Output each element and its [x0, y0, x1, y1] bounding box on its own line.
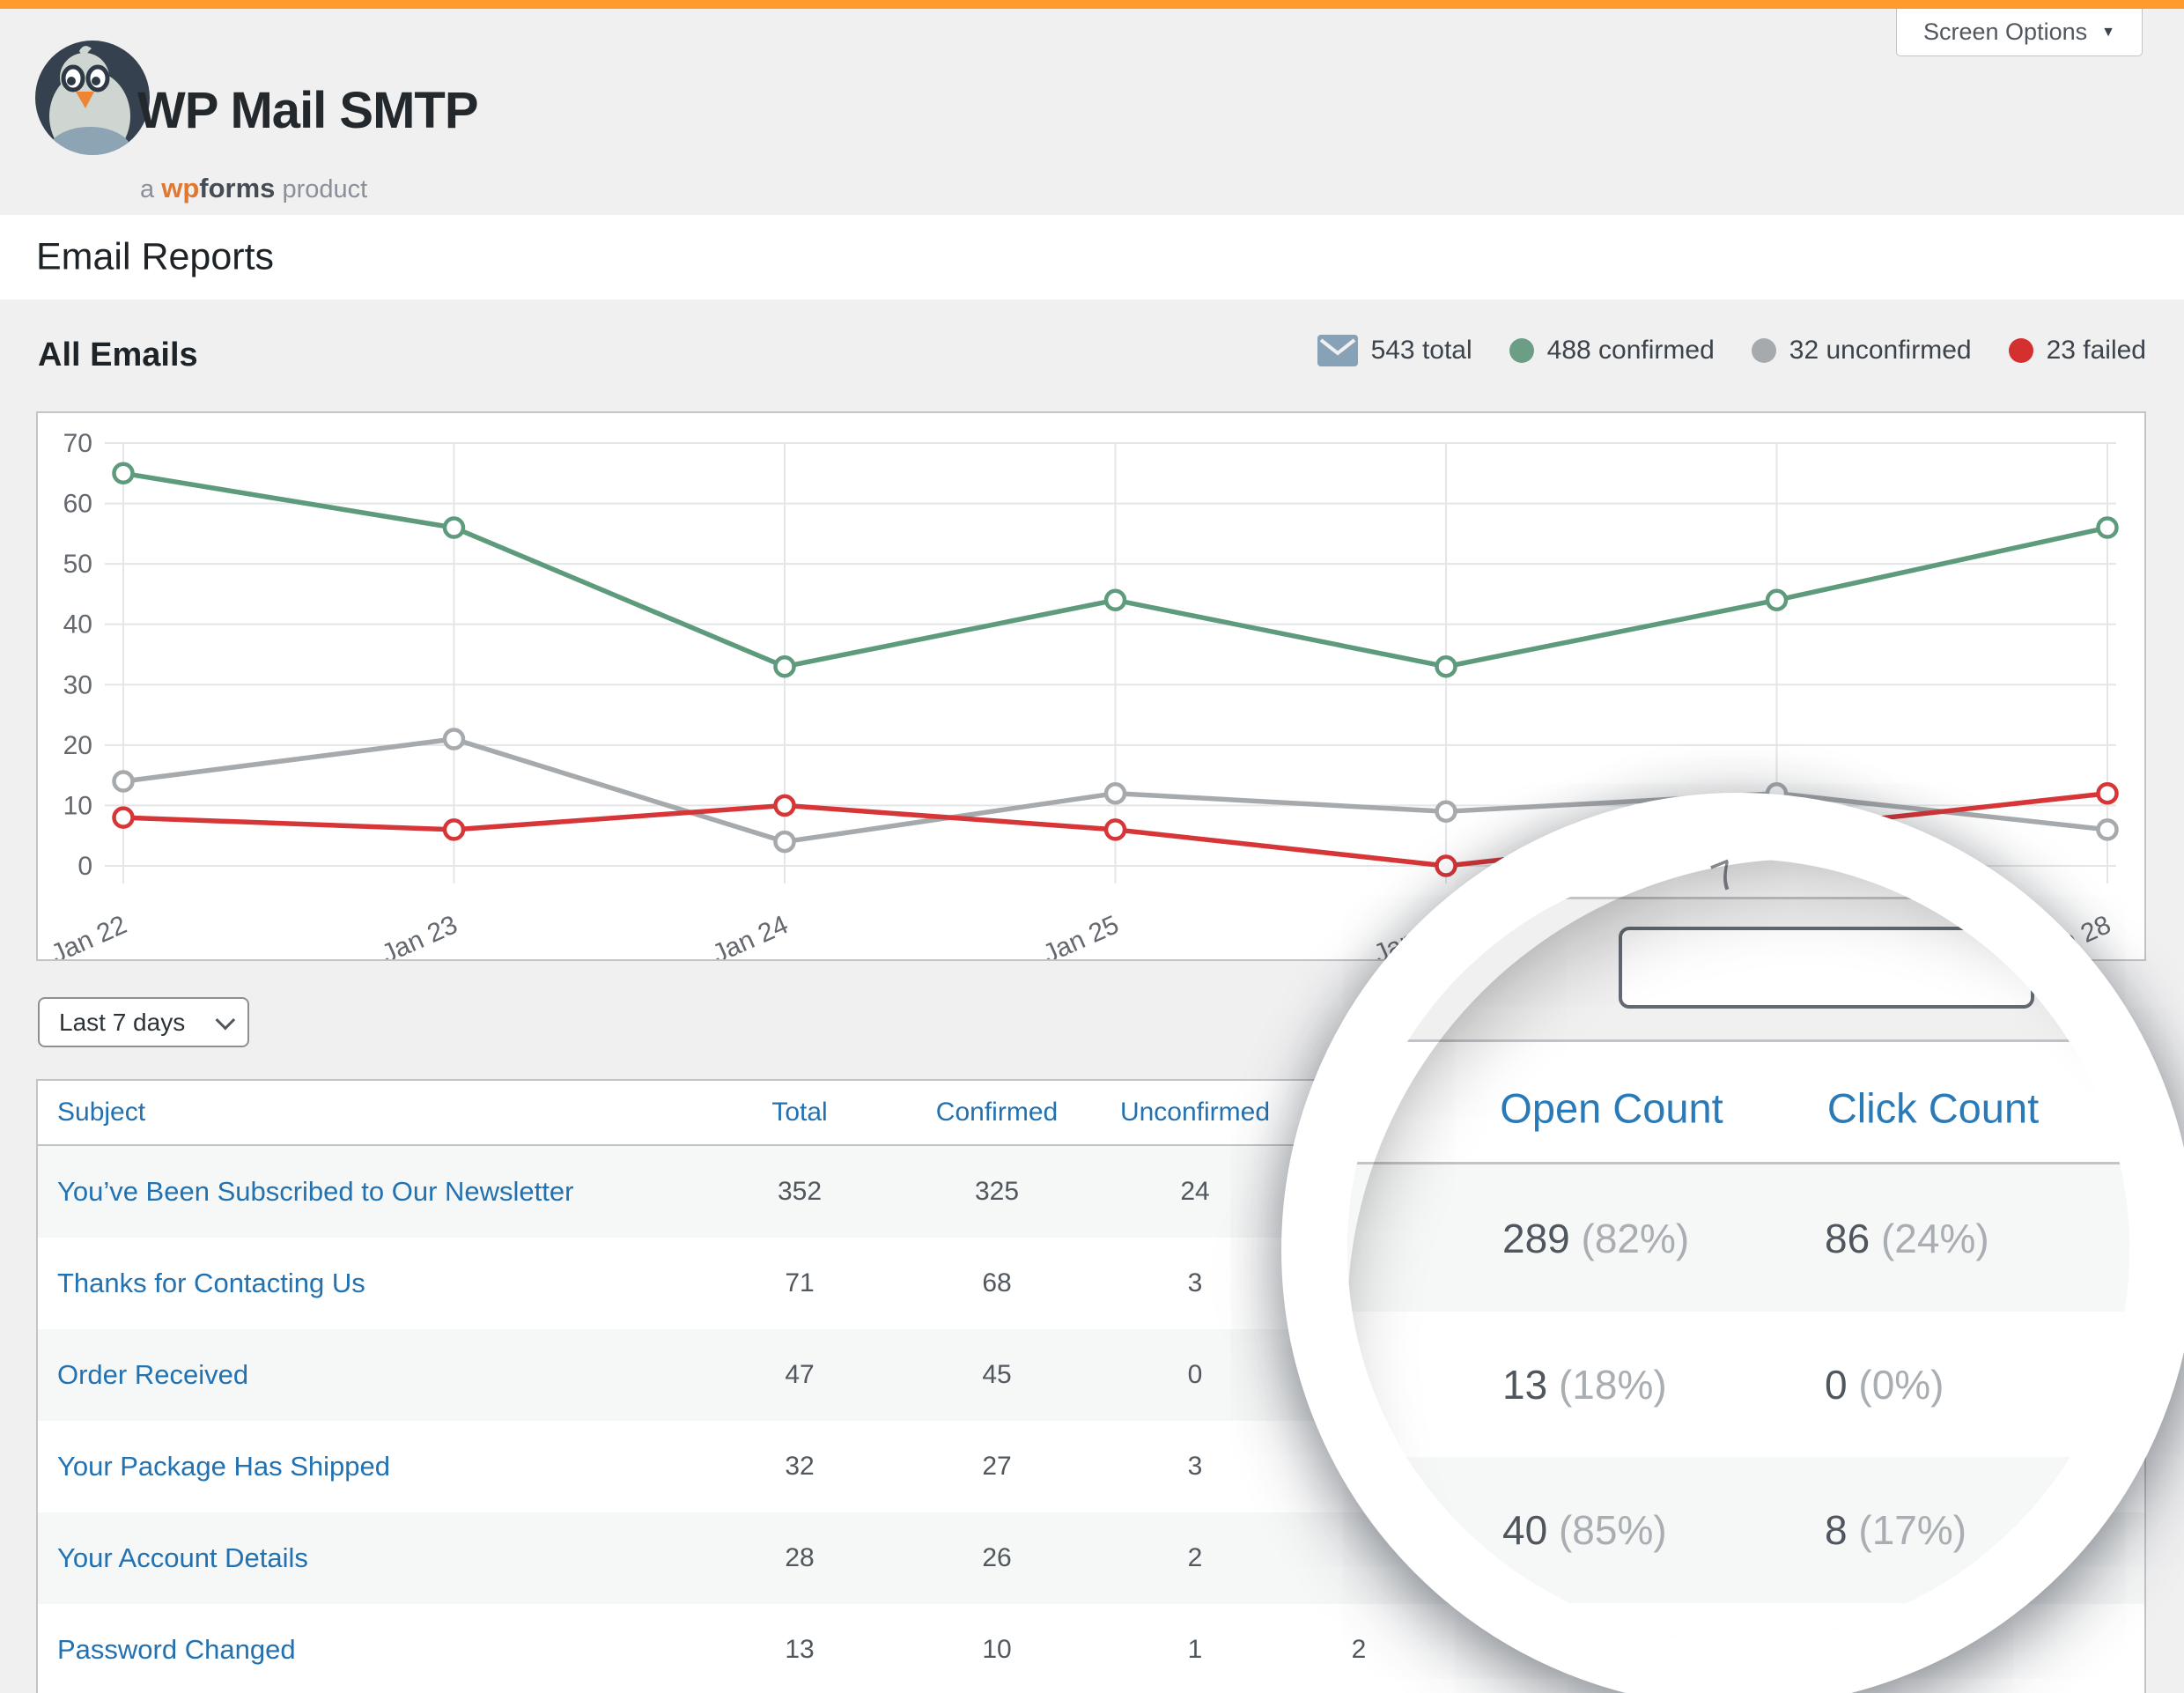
screen-options-button[interactable]: Screen Options ▼ — [1896, 9, 2143, 56]
magnifier-overlay: 7 Open Count Click Count 289 (82%) 86 (24… — [1281, 793, 2184, 1693]
svg-text:Jan 24: Jan 24 — [708, 910, 793, 959]
email-subject-link[interactable]: Order Received — [57, 1359, 249, 1390]
column-header-total[interactable]: Total — [771, 1098, 828, 1127]
total-value: 47 — [785, 1360, 815, 1389]
svg-text:10: 10 — [63, 791, 92, 820]
magnified-table-row: 289 (82%) 86 (24%) — [1347, 1164, 2129, 1312]
legend-unconfirmed-label: 32 unconfirmed — [1789, 336, 1972, 365]
confirmed-value: 10 — [982, 1635, 1012, 1664]
tagline-prefix: a — [140, 175, 155, 203]
svg-text:Jan 22: Jan 22 — [47, 910, 131, 959]
chart-legend: 543 total 488 confirmed 32 unconfirmed 2… — [1317, 335, 2146, 366]
svg-text:0: 0 — [77, 852, 92, 881]
magnified-table-body: 289 (82%) 86 (24%) 13 (18%) 0 (0%) 40 (85%) 8… — [1347, 1164, 2129, 1641]
click-count-value: 8 (17%) — [1825, 1507, 1967, 1553]
svg-text:70: 70 — [63, 429, 92, 458]
click-count-value: 0 (0%) — [1825, 1361, 1944, 1408]
email-subject-link[interactable]: Thanks for Contacting Us — [57, 1268, 365, 1298]
column-header-open-count[interactable]: Open Count — [1500, 1084, 1723, 1132]
envelope-icon — [1317, 335, 1358, 366]
screen-options-label: Screen Options — [1923, 18, 2088, 45]
open-count-value: 40 (85%) — [1502, 1507, 1667, 1553]
email-subject-link[interactable]: Your Account Details — [57, 1542, 308, 1573]
email-subject-link[interactable]: Your Package Has Shipped — [57, 1451, 391, 1482]
svg-text:50: 50 — [63, 550, 92, 579]
click-count-value: 86 (24%) — [1825, 1215, 1989, 1261]
section-title: All Emails — [38, 336, 198, 373]
svg-text:30: 30 — [63, 670, 92, 699]
email-subject-link[interactable]: You’ve Been Subscribed to Our Newsletter — [57, 1176, 574, 1207]
confirmed-value: 27 — [982, 1452, 1012, 1481]
period-select-value: Last 7 days — [59, 1008, 186, 1036]
unconfirmed-dot-icon — [1751, 338, 1776, 363]
magnified-table-row: 40 (85%) 8 (17%) — [1347, 1457, 2129, 1603]
confirmed-value: 325 — [974, 1177, 1020, 1206]
unconfirmed-value: 3 — [1187, 1452, 1203, 1481]
svg-text:Jan 25: Jan 25 — [1039, 910, 1124, 959]
legend-total-label: 543 total — [1370, 336, 1472, 365]
tagline-forms: forms — [199, 173, 276, 203]
svg-text:Jan 23: Jan 23 — [378, 910, 462, 959]
tagline-suffix: product — [282, 175, 368, 203]
total-value: 28 — [785, 1543, 815, 1572]
brand-tagline: a wpforms product — [140, 173, 367, 204]
open-count-value: 289 (82%) — [1502, 1215, 1690, 1261]
chevron-down-icon — [215, 1009, 236, 1030]
column-header-click-count[interactable]: Click Count — [1826, 1084, 2040, 1132]
magnified-table-header: Open Count Click Count — [1347, 1039, 2129, 1164]
search-input-magnified[interactable] — [1619, 927, 2034, 1009]
column-header-unconfirmed[interactable]: Unconfirmed — [1119, 1098, 1271, 1127]
chevron-down-icon: ▼ — [2101, 24, 2115, 40]
svg-text:20: 20 — [63, 731, 92, 760]
legend-item-failed: 23 failed — [2008, 336, 2146, 366]
confirmed-dot-icon — [1509, 338, 1534, 363]
legend-item-confirmed: 488 confirmed — [1509, 336, 1715, 366]
unconfirmed-value: 2 — [1187, 1543, 1203, 1572]
brand-top-bar — [0, 0, 2184, 9]
total-value: 32 — [785, 1452, 815, 1481]
total-value: 71 — [785, 1268, 815, 1297]
legend-failed-label: 23 failed — [2046, 336, 2146, 365]
confirmed-value: 26 — [982, 1543, 1012, 1572]
svg-text:40: 40 — [63, 610, 92, 639]
magnified-axis-label-fragment: 7 — [1705, 850, 1744, 901]
open-count-value: 13 (18%) — [1502, 1361, 1667, 1408]
confirmed-value: 68 — [982, 1268, 1012, 1297]
legend-item-total: 543 total — [1317, 335, 1472, 366]
search-button-magnified[interactable] — [2057, 927, 2129, 1009]
unconfirmed-value: 1 — [1187, 1635, 1203, 1664]
unconfirmed-value: 0 — [1187, 1360, 1203, 1389]
unconfirmed-value: 24 — [1180, 1177, 1210, 1206]
column-header-subject[interactable]: Subject — [57, 1098, 146, 1127]
legend-item-unconfirmed: 32 unconfirmed — [1751, 336, 1972, 366]
app-title: WP Mail SMTP — [137, 82, 479, 139]
failed-value: 2 — [1351, 1635, 1367, 1664]
magnified-table-row: 13 (18%) 0 (0%) — [1347, 1312, 2129, 1457]
page-title: Email Reports — [36, 235, 275, 278]
tagline-wp: wp — [161, 173, 200, 203]
page-title-band: Email Reports — [0, 215, 2184, 299]
confirmed-value: 45 — [982, 1360, 1012, 1389]
magnified-table-row: 20 (62%)12 (38%) — [1347, 1603, 2129, 1641]
wp-mail-smtp-logo-icon — [33, 39, 151, 157]
period-select[interactable]: Last 7 days — [38, 997, 249, 1047]
failed-dot-icon — [2008, 338, 2033, 363]
total-value: 352 — [777, 1177, 823, 1206]
svg-text:60: 60 — [63, 490, 92, 519]
total-value: 13 — [785, 1635, 815, 1664]
magnified-chart-edge: 7 — [1347, 859, 2129, 901]
email-subject-link[interactable]: Password Changed — [57, 1634, 296, 1665]
column-header-confirmed[interactable]: Confirmed — [935, 1098, 1059, 1127]
unconfirmed-value: 3 — [1187, 1268, 1203, 1297]
legend-confirmed-label: 488 confirmed — [1546, 336, 1715, 365]
